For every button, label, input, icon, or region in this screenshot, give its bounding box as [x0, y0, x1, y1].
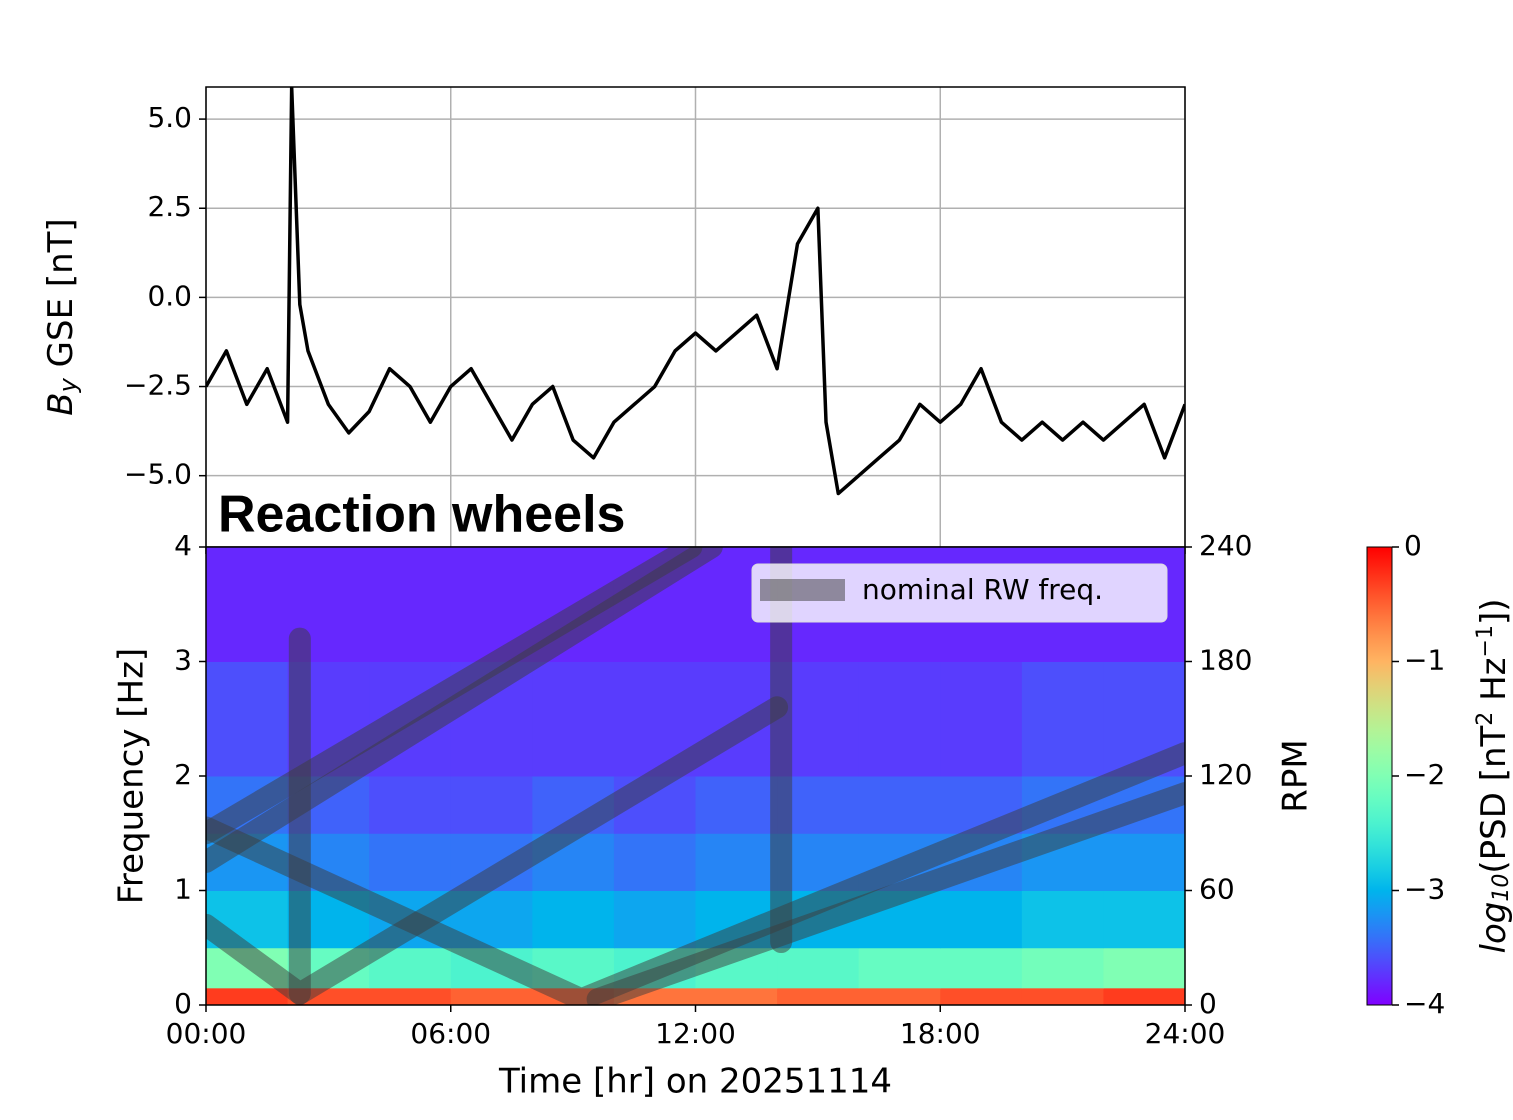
heatmap-cell — [695, 776, 778, 834]
y-tick-label: 1 — [174, 873, 192, 906]
heatmap-cell — [532, 890, 615, 949]
heatmap-cell — [450, 776, 533, 834]
heatmap-cell — [450, 987, 533, 1006]
colorbar-label-sub: 10 — [1489, 874, 1513, 902]
colorbar-label: log10(PSD [nT2 Hz−1]) — [1473, 599, 1513, 954]
heatmap-cell — [369, 776, 452, 834]
y-tick-label: 5.0 — [147, 101, 192, 134]
colorbar-tick-label: −2 — [1404, 758, 1445, 791]
heatmap-cell — [206, 987, 289, 1006]
legend-box — [751, 563, 1168, 623]
x-tick-label: 24:00 — [1145, 1017, 1226, 1050]
y2-tick-label: 120 — [1199, 758, 1252, 791]
colorbar-tick-label: 0 — [1404, 529, 1422, 562]
heatmap-cell — [1103, 833, 1186, 891]
heatmap-cell — [940, 987, 1023, 1006]
heatmap-cell — [695, 833, 778, 891]
x-tick-label: 00:00 — [166, 1017, 247, 1050]
heatmap-cell — [858, 987, 941, 1006]
heatmap-cell — [1021, 661, 1104, 777]
colorbar-label-open: (PSD [nT — [1474, 725, 1513, 873]
y2-tick-label: 0 — [1199, 987, 1217, 1020]
y-tick-label: −5.0 — [124, 458, 192, 491]
heatmap-cell — [858, 776, 941, 834]
y-axis-label: By GSE [nT] — [41, 218, 83, 415]
heatmap-cell — [206, 547, 289, 662]
heatmap-cell — [940, 947, 1023, 989]
colorbar-label-base: log — [1474, 902, 1513, 954]
x-axis-label: Time [hr] on 20251114 — [498, 1062, 892, 1102]
heatmap-cell — [532, 661, 615, 777]
colorbar-label-sup: 2 — [1473, 712, 1498, 726]
heatmap-cell — [613, 890, 696, 949]
heatmap-cell — [1021, 890, 1104, 949]
x-tick-label: 06:00 — [410, 1017, 491, 1050]
heatmap-cell — [777, 947, 860, 989]
colorbar-tick-label: −1 — [1404, 644, 1445, 677]
heatmap-cell — [613, 833, 696, 891]
colorbar-label-sup: −1 — [1473, 625, 1498, 657]
heatmap-cell — [369, 547, 452, 662]
colorbar — [1366, 546, 1393, 1006]
heatmap-cell — [369, 833, 452, 891]
y-axis-label: Frequency [Hz] — [112, 648, 152, 904]
x-tick-label: 12:00 — [655, 1017, 736, 1050]
heatmap-cell — [1021, 947, 1104, 989]
heatmap-cell — [695, 987, 778, 1006]
y-tick-label: 2.5 — [147, 190, 192, 223]
data-line — [206, 87, 1185, 496]
heatmap-cell — [940, 890, 1023, 949]
heatmap-cell — [1103, 987, 1186, 1006]
y-axis-label-text: GSE [nT] — [41, 218, 81, 378]
heatmap-cell — [777, 987, 860, 1006]
heatmap-cell — [369, 987, 452, 1006]
heatmap-cell — [858, 661, 941, 777]
x-tick-label: 18:00 — [900, 1017, 981, 1050]
y2-tick-label: 180 — [1199, 644, 1252, 677]
y-axis-label-subscript: y — [54, 377, 82, 393]
colorbar-tick-label: −3 — [1404, 873, 1445, 906]
colorbar-tick-label: −4 — [1404, 987, 1445, 1020]
y-tick-label: 2 — [174, 758, 192, 791]
heatmap-cell — [1103, 947, 1186, 989]
y-tick-label: 0 — [174, 987, 192, 1020]
y-tick-label: 0.0 — [147, 279, 192, 312]
colorbar-label-close: ]) — [1474, 599, 1513, 626]
y-tick-label: 4 — [174, 529, 192, 562]
y2-axis-label: RPM — [1276, 739, 1316, 812]
y-axis-label-symbol: B — [41, 392, 81, 415]
legend-label: nominal RW freq. — [862, 573, 1103, 606]
heatmap-cell — [1021, 987, 1104, 1006]
heatmap-cell — [206, 661, 289, 777]
annotation: Reaction wheels — [218, 486, 625, 544]
y2-tick-label: 60 — [1199, 873, 1235, 906]
y-tick-label: −2.5 — [124, 369, 192, 402]
colorbar-label-mid: Hz — [1474, 657, 1513, 711]
heatmap-cell — [940, 661, 1023, 777]
rw-frequency-line — [586, 782, 1185, 1005]
rw-frequency-line — [206, 547, 703, 845]
heatmap-cell — [1103, 890, 1186, 949]
y2-tick-label: 240 — [1199, 529, 1252, 562]
heatmap-cell — [858, 947, 941, 989]
rw-frequency-line — [206, 742, 1185, 1005]
y-tick-label: 3 — [174, 644, 192, 677]
